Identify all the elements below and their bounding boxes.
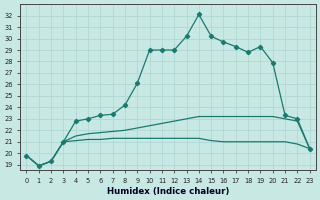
X-axis label: Humidex (Indice chaleur): Humidex (Indice chaleur) bbox=[107, 187, 229, 196]
